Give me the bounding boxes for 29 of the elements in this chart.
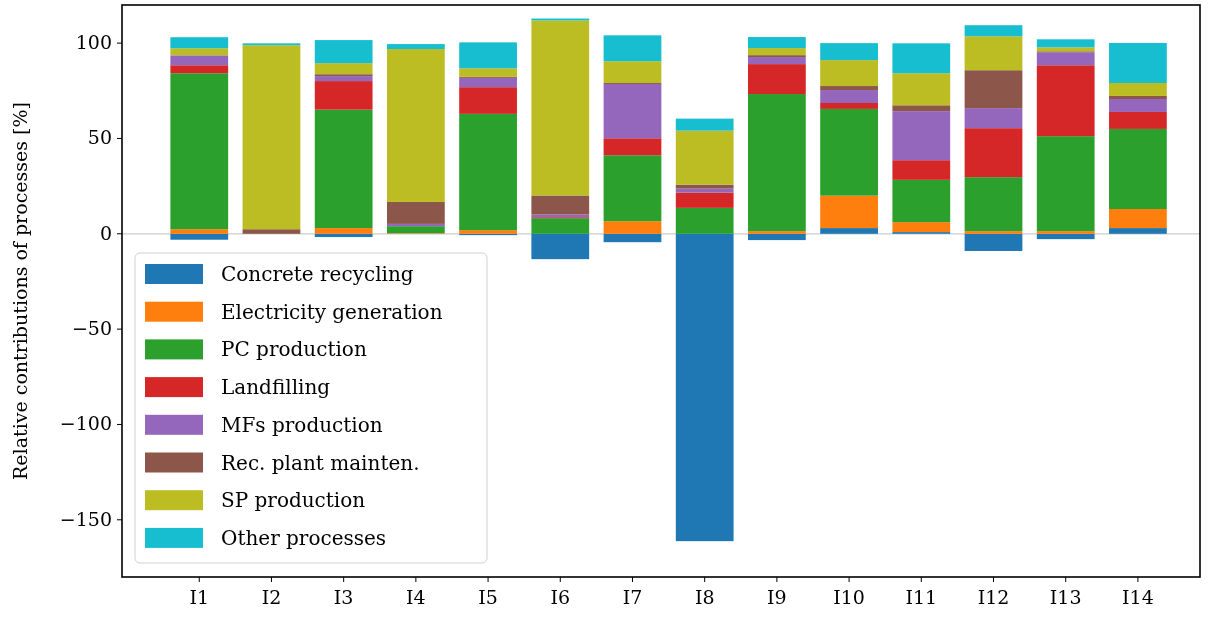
x-tick-label: I11 [905,586,938,608]
legend-label: Concrete recycling [221,262,414,286]
x-tick-label: I9 [767,586,787,608]
x-tick-label: I12 [977,586,1010,608]
y-axis-title: Relative contributions of processes [%] [9,102,31,480]
y-tick-label: 50 [87,126,112,149]
legend-label: Landfilling [221,375,331,400]
legend-label: SP production [221,488,366,513]
x-tick-label: I3 [333,586,354,608]
y-tick-label: −150 [59,507,112,530]
x-tick-label: I14 [1122,586,1154,608]
legend-label: Electricity generation [221,299,443,324]
x-tick-label: I10 [833,586,865,608]
x-tick-label: I5 [478,586,498,608]
legend-label: Other processes [221,525,387,550]
x-tick-label: I2 [261,586,282,608]
x-tick-label: I13 [1049,586,1082,608]
y-tick-label: 100 [75,31,112,54]
x-tick-label: I6 [550,586,571,608]
x-tick-label: I4 [406,586,426,608]
legend-label: Rec. plant mainten. [221,450,420,475]
x-tick-label: I8 [694,586,715,608]
y-tick-label: −50 [71,317,112,340]
legend-label: PC production [221,337,367,362]
x-tick-label: I7 [622,586,643,608]
y-tick-label: −100 [59,412,112,435]
y-tick-label: 0 [99,221,112,244]
x-tick-label: I1 [189,586,210,608]
legend-label: MFs production [221,412,383,437]
